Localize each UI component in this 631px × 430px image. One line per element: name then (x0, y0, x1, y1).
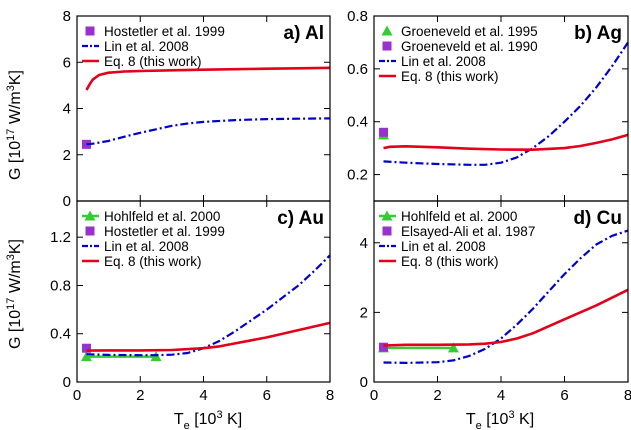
legend-item-eq-8-this-work-label: Eq. 8 (this work) (401, 69, 499, 84)
x-title-part: K] (515, 411, 535, 428)
y-title-part: W/m (7, 260, 24, 297)
y-tick-label: 2 (63, 147, 71, 164)
x-title-part: T (174, 411, 184, 428)
legend-item-eq-8-this-work-label: Eq. 8 (this work) (104, 254, 202, 269)
series-eq-8-this-work-line (383, 133, 629, 151)
x-title-sub: e (184, 420, 190, 430)
panel-label: a) Al (284, 23, 324, 44)
legend-item-hostetler-et-al-1999-label: Hostetler et al. 1999 (104, 24, 225, 39)
y-tick-label: 0.6 (347, 61, 368, 78)
y-axis-title-bottom: G [1017 W/m3K] (5, 239, 24, 349)
legend-item-lin-et-al-2008-label: Lin et al. 2008 (104, 39, 189, 54)
x-title-part: [10 (482, 411, 509, 428)
y-title-exp: 3 (5, 254, 17, 260)
series-lin-et-al-2008-line (383, 41, 629, 166)
legend-item-lin-et-al-2008-label: Lin et al. 2008 (401, 239, 486, 254)
series-hostetler-et-al-1999-point (81, 343, 91, 353)
x-tick-label: 8 (326, 387, 334, 404)
y-tick-label: 0.8 (50, 277, 71, 294)
y-tick-label: 0.4 (50, 326, 71, 343)
legend-item-hohlfeld-et-al-2000-marker (84, 210, 96, 221)
y-title-exp: 17 (5, 129, 17, 141)
y-title-part: W/m (7, 91, 24, 128)
series-eq-8-this-work-line (383, 288, 629, 347)
legend-item-eq-8-this-work-label: Eq. 8 (this work) (104, 54, 202, 69)
series-lin-et-al-2008-line (383, 229, 629, 364)
series-lin-et-al-2008-line (86, 254, 331, 357)
legend-item-lin-et-al-2008-label: Lin et al. 2008 (401, 54, 486, 69)
y-tick-label: 1.2 (50, 229, 71, 246)
y-title-exp: 3 (5, 85, 17, 91)
x-title-exp: 3 (216, 409, 222, 421)
legend-item-elsayed-ali-et-al-1987-key (382, 226, 392, 236)
y-tick-label: 0.8 (347, 8, 368, 25)
legend-item-groeneveld-et-al-1995-label: Groeneveld et al. 1995 (401, 24, 538, 39)
x-title-part: K] (223, 411, 243, 428)
y-tick-label: 2 (360, 304, 368, 321)
legend-item-eq-8-this-work-label: Eq. 8 (this work) (401, 254, 499, 269)
legend-item-groeneveld-et-al-1990-label: Groeneveld et al. 1990 (401, 39, 538, 54)
panel-b-ag: 0.2 0.4 0.6 0.8 Groeneveld et al. 1995Groene… (347, 8, 629, 202)
legend-item-hohlfeld-et-al-2000-label: Hohlfeld et al. 2000 (104, 209, 220, 224)
series-eq-8-this-work-line (86, 321, 331, 352)
x-tick-label: 0 (370, 387, 378, 404)
panel-label: d) Cu (573, 208, 622, 229)
y-title-part: G [10 (7, 310, 24, 349)
legend-item-hostetler-et-al-1999-key (85, 26, 95, 36)
y-tick-label: 4 (360, 235, 368, 252)
legend-item-groeneveld-et-al-1995-key (381, 25, 393, 36)
y-title-part: G [10 (7, 141, 24, 180)
legend-item-hohlfeld-et-al-2000-marker (381, 210, 393, 221)
legend-item-groeneveld-et-al-1990-key (382, 41, 392, 51)
y-title-part: K] (7, 239, 24, 254)
y-tick-label: 4 (63, 101, 71, 118)
x-tick-label: 4 (497, 387, 505, 404)
legend-item-lin-et-al-2008-label: Lin et al. 2008 (104, 239, 189, 254)
panel-c-au: 0 2 4 6 8 0 0.4 0.8 1.2 Hohlfeld et al. 2000Hoste… (50, 200, 334, 404)
panel-d-cu: 0 2 4 6 8 0 2 4 Hohlfeld et al. 2000Elsayed-Ali … (360, 200, 631, 404)
y-title-part: K] (7, 70, 24, 85)
legend-item-hostetler-et-al-1999-label: Hostetler et al. 1999 (104, 224, 225, 239)
x-title-part: T (466, 411, 476, 428)
y-tick-label: 8 (63, 8, 71, 25)
y-tick-label: 0.2 (347, 167, 368, 184)
x-axis-title-left: Te [103 K] (174, 409, 242, 430)
y-title-exp: 17 (5, 298, 17, 310)
series-hohlfeld-et-al-2000-point (447, 342, 459, 353)
x-tick-label: 4 (199, 387, 207, 404)
legend-item-elsayed-ali-et-al-1987-label: Elsayed-Ali et al. 1987 (401, 224, 535, 239)
x-tick-label: 2 (136, 387, 144, 404)
panel-label: b) Ag (574, 23, 622, 44)
series-hostetler-et-al-1999-point (81, 139, 91, 149)
legend-item-hohlfeld-et-al-2000-label: Hohlfeld et al. 2000 (401, 209, 517, 224)
x-tick-label: 2 (433, 387, 441, 404)
x-tick-label: 0 (73, 387, 81, 404)
series-hohlfeld-et-al-2000-point (80, 351, 92, 362)
x-title-exp: 3 (508, 409, 514, 421)
series-elsayed-ali-et-al-1987-point (379, 342, 389, 352)
x-axis-title-right: Te [103 K] (466, 409, 534, 430)
x-title-sub: e (476, 420, 482, 430)
y-tick-label: 0 (63, 193, 71, 210)
panel-label: c) Au (277, 208, 324, 229)
x-tick-label: 8 (624, 387, 631, 404)
y-tick-label: 0 (63, 374, 71, 391)
y-tick-label: 0 (360, 374, 368, 391)
series-groeneveld-et-al-1990-point (379, 127, 389, 137)
legend-item-hostetler-et-al-1999-key (85, 226, 95, 236)
series-eq-8-this-work-line (85, 66, 331, 91)
y-axis-title-top: G [1017 W/m3K] (5, 70, 24, 180)
y-tick-label: 0.4 (347, 114, 368, 131)
x-title-part: [10 (190, 411, 217, 428)
series-lin-et-al-2008-line (86, 117, 331, 146)
x-tick-label: 6 (560, 387, 568, 404)
x-tick-label: 6 (263, 387, 271, 404)
y-tick-label: 6 (63, 54, 71, 71)
